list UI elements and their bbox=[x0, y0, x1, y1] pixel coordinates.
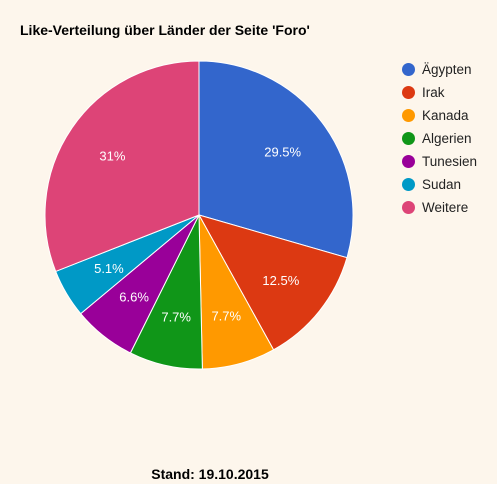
legend-label: Algerien bbox=[422, 131, 472, 146]
legend: Ägypten Irak Kanada Algerien Tunesien Sudan We… bbox=[402, 58, 477, 219]
legend-label: Irak bbox=[422, 85, 445, 100]
legend-swatch bbox=[402, 63, 415, 76]
legend-item-3[interactable]: Algerien bbox=[402, 127, 477, 150]
legend-label: Ägypten bbox=[422, 62, 472, 77]
slice-label-1: 12.5% bbox=[262, 273, 299, 288]
legend-label: Tunesien bbox=[422, 154, 478, 169]
legend-item-5[interactable]: Sudan bbox=[402, 173, 477, 196]
legend-swatch bbox=[402, 178, 415, 191]
legend-swatch bbox=[402, 109, 415, 122]
legend-label: Kanada bbox=[422, 108, 469, 123]
legend-item-0[interactable]: Ägypten bbox=[402, 58, 477, 81]
legend-swatch bbox=[402, 155, 415, 168]
pie-slice-1[interactable] bbox=[197, 214, 348, 351]
legend-item-1[interactable]: Irak bbox=[402, 81, 477, 104]
legend-swatch bbox=[402, 201, 415, 214]
chart-title: Like-Verteilung über Länder der Seite 'F… bbox=[20, 22, 310, 38]
legend-label: Sudan bbox=[422, 177, 462, 192]
slice-label-6: 31% bbox=[99, 149, 125, 164]
pie-slice-0[interactable] bbox=[198, 60, 354, 259]
legend-label: Weitere bbox=[422, 200, 469, 215]
slice-label-3: 7.7% bbox=[161, 310, 191, 325]
legend-swatch bbox=[402, 132, 415, 145]
legend-item-2[interactable]: Kanada bbox=[402, 104, 477, 127]
legend-swatch bbox=[402, 86, 415, 99]
pie-slice-6[interactable] bbox=[44, 60, 200, 273]
footer-date: Stand: 19.10.2015 bbox=[151, 466, 269, 482]
legend-item-4[interactable]: Tunesien bbox=[402, 150, 477, 173]
slice-label-0: 29.5% bbox=[264, 145, 301, 160]
slice-label-5: 5.1% bbox=[94, 261, 124, 276]
slice-label-4: 6.6% bbox=[119, 290, 149, 305]
slice-label-2: 7.7% bbox=[211, 309, 241, 324]
legend-item-6[interactable]: Weitere bbox=[402, 196, 477, 219]
